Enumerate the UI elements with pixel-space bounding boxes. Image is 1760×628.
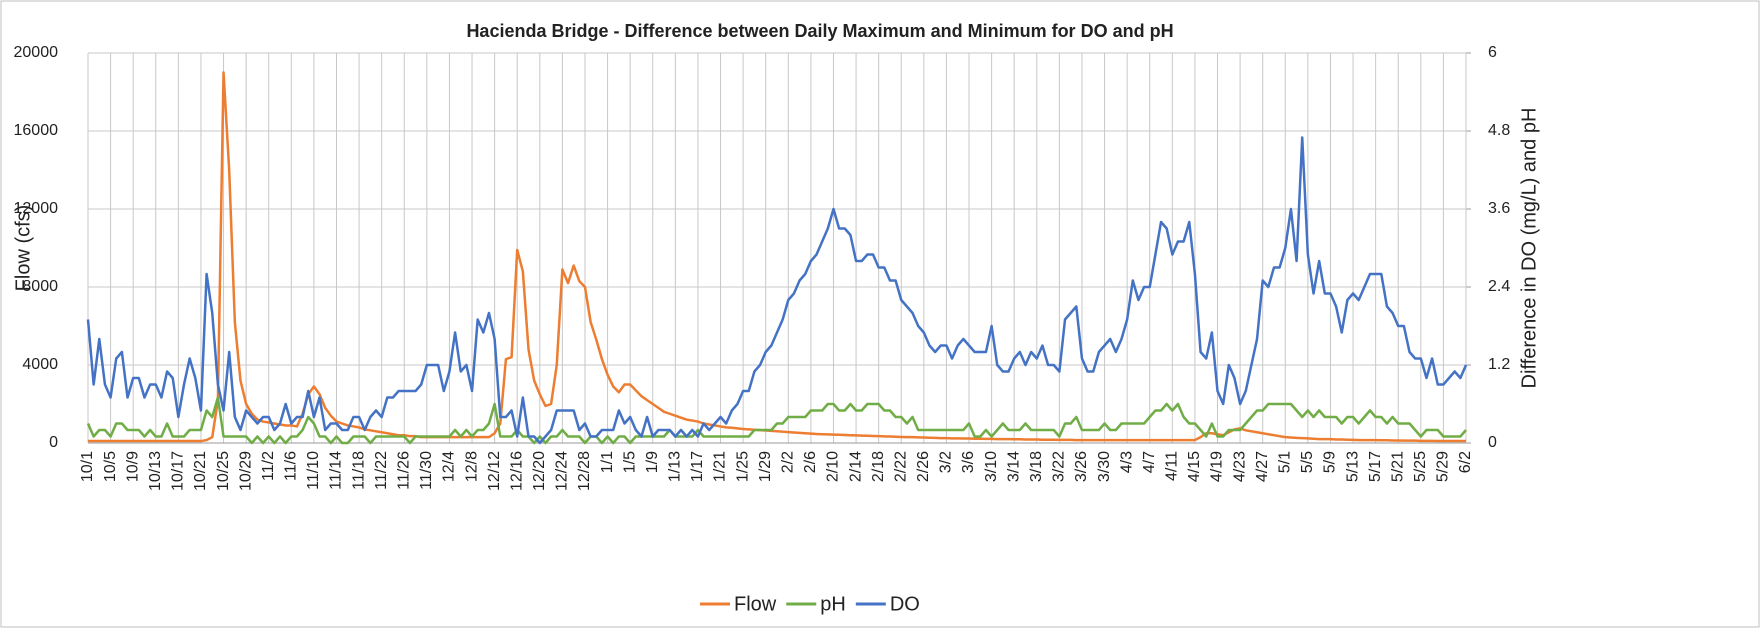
x-tick-label: 10/5 bbox=[102, 451, 119, 482]
y2-tick-label: 2.4 bbox=[1488, 278, 1510, 295]
x-tick-label: 4/3 bbox=[1118, 451, 1135, 473]
x-tick-label: 12/20 bbox=[531, 451, 548, 491]
y-tick-label: 12000 bbox=[14, 200, 59, 217]
x-tick-label: 12/8 bbox=[463, 451, 480, 482]
x-tick-label: 4/15 bbox=[1186, 451, 1203, 482]
chart-title: Hacienda Bridge - Difference between Dai… bbox=[466, 21, 1173, 41]
x-tick-label: 1/9 bbox=[644, 451, 661, 473]
x-tick-label: 10/21 bbox=[192, 451, 209, 491]
x-tick-label: 12/16 bbox=[508, 451, 525, 491]
x-tick-label: 3/6 bbox=[960, 451, 977, 473]
x-tick-label: 5/21 bbox=[1389, 451, 1406, 482]
x-tick-label: 3/2 bbox=[938, 451, 955, 473]
x-tick-label: 10/13 bbox=[147, 451, 164, 491]
x-tick-label: 1/17 bbox=[689, 451, 706, 482]
y2-tick-label: 6 bbox=[1488, 44, 1497, 61]
x-tick-label: 12/24 bbox=[554, 451, 571, 491]
x-tick-label: 11/26 bbox=[395, 451, 412, 490]
x-tick-label: 3/14 bbox=[1005, 451, 1022, 482]
x-tick-label: 11/2 bbox=[260, 451, 277, 481]
x-tick-label: 3/26 bbox=[1073, 451, 1090, 482]
x-tick-label: 11/30 bbox=[418, 451, 435, 490]
x-tick-label: 12/12 bbox=[486, 451, 503, 491]
legend-label: pH bbox=[820, 593, 846, 615]
x-tick-label: 5/17 bbox=[1367, 451, 1384, 482]
x-tick-label: 10/17 bbox=[170, 451, 187, 491]
x-tick-label: 12/28 bbox=[576, 451, 593, 491]
x-tick-label: 1/25 bbox=[734, 451, 751, 482]
x-tick-label: 5/9 bbox=[1322, 451, 1339, 473]
x-tick-label: 12/4 bbox=[441, 451, 458, 482]
x-tick-label: 3/10 bbox=[983, 451, 1000, 482]
x-tick-label: 10/9 bbox=[124, 451, 141, 482]
x-tick-label: 11/18 bbox=[350, 451, 367, 490]
y-tick-label: 4000 bbox=[22, 356, 58, 373]
x-tick-label: 1/21 bbox=[712, 451, 729, 482]
x-tick-label: 4/19 bbox=[1209, 451, 1226, 482]
x-tick-label: 3/22 bbox=[1051, 451, 1068, 482]
x-tick-label: 2/10 bbox=[825, 451, 842, 482]
x-tick-label: 10/25 bbox=[215, 451, 232, 491]
x-tick-label: 4/11 bbox=[1164, 451, 1181, 481]
series-line bbox=[86, 396, 1467, 445]
x-tick-label: 1/5 bbox=[621, 451, 638, 473]
x-tick-label: 5/13 bbox=[1344, 451, 1361, 482]
x-tick-label: 2/2 bbox=[780, 451, 797, 473]
x-tick-label: 4/27 bbox=[1254, 451, 1271, 482]
y-tick-label: 8000 bbox=[22, 278, 58, 295]
x-tick-label: 5/29 bbox=[1435, 451, 1452, 482]
x-tick-label: 5/25 bbox=[1412, 451, 1429, 482]
y2-tick-label: 4.8 bbox=[1488, 122, 1510, 139]
x-tick-label: 1/1 bbox=[599, 451, 616, 473]
y2-axis-label: Difference in DO (mg/L) and pH bbox=[1518, 108, 1540, 389]
x-tick-label: 1/13 bbox=[667, 451, 684, 482]
x-tick-label: 5/5 bbox=[1299, 451, 1316, 473]
y2-tick-label: 1.2 bbox=[1488, 356, 1510, 373]
x-tick-label: 11/10 bbox=[305, 451, 322, 490]
series-line bbox=[86, 136, 1468, 445]
x-tick-label: 1/29 bbox=[757, 451, 774, 482]
x-tick-label: 2/6 bbox=[802, 451, 819, 473]
x-tick-label: 5/1 bbox=[1276, 451, 1293, 473]
x-tick-label: 2/26 bbox=[915, 451, 932, 482]
x-tick-label: 2/22 bbox=[892, 451, 909, 482]
x-tick-label: 11/14 bbox=[328, 451, 345, 490]
x-tick-label: 3/18 bbox=[1028, 451, 1045, 482]
legend-label: DO bbox=[890, 593, 920, 615]
x-tick-label: 10/1 bbox=[79, 451, 96, 482]
x-tick-label: 2/14 bbox=[847, 451, 864, 482]
x-tick-label: 6/2 bbox=[1457, 451, 1474, 473]
y-tick-label: 0 bbox=[49, 434, 58, 451]
y-tick-label: 16000 bbox=[14, 122, 59, 139]
y-tick-label: 20000 bbox=[14, 44, 59, 61]
legend-label: Flow bbox=[734, 593, 777, 615]
y-axis-label: Flow (cfs) bbox=[12, 205, 34, 292]
x-tick-label: 10/29 bbox=[237, 451, 254, 491]
x-tick-label: 2/18 bbox=[870, 451, 887, 482]
x-tick-label: 11/22 bbox=[373, 451, 390, 490]
y2-tick-label: 3.6 bbox=[1488, 200, 1510, 217]
y2-tick-label: 0 bbox=[1488, 434, 1497, 451]
x-tick-label: 4/7 bbox=[1141, 451, 1158, 473]
x-tick-label: 11/6 bbox=[283, 451, 300, 481]
x-tick-label: 4/23 bbox=[1231, 451, 1248, 482]
x-tick-label: 3/30 bbox=[1096, 451, 1113, 482]
